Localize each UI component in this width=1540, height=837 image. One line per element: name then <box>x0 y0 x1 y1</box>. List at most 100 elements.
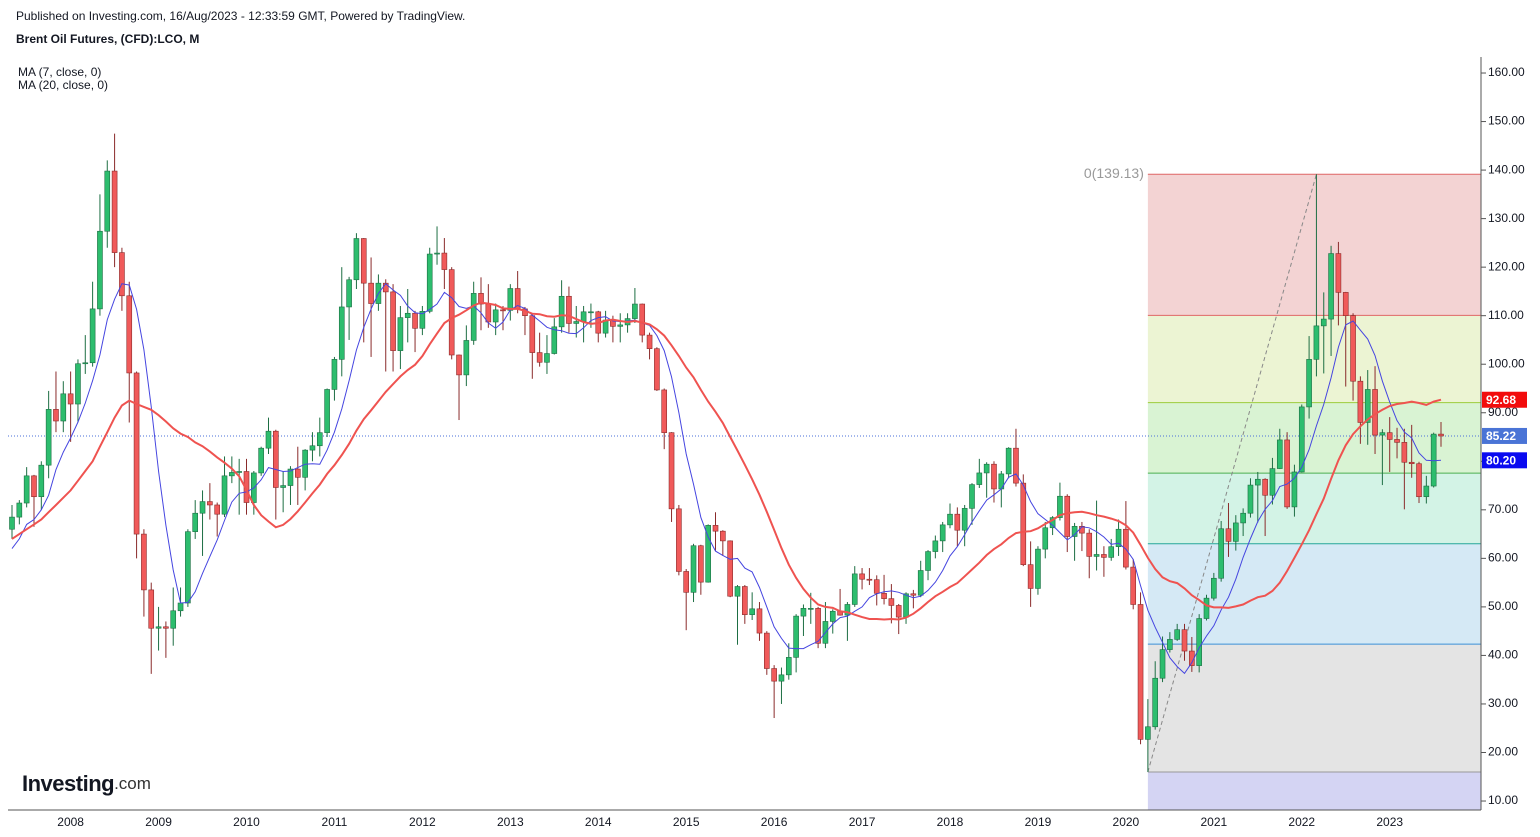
candle-body <box>983 463 990 474</box>
candle-body <box>155 626 162 629</box>
candle-body <box>485 303 492 323</box>
candle-body <box>1123 528 1129 568</box>
candle-body <box>16 502 23 518</box>
candle-body <box>1416 463 1422 498</box>
candle-body <box>800 608 807 617</box>
candle-body <box>404 312 411 318</box>
candle-body <box>23 475 30 504</box>
candle-body <box>1115 528 1122 548</box>
candle-body <box>947 513 953 526</box>
candle-body <box>1386 432 1393 440</box>
candle-body <box>705 525 711 583</box>
y-tick-label: 140.00 <box>1488 162 1525 176</box>
x-tick-label: 2018 <box>937 815 964 829</box>
candle-body <box>192 512 199 532</box>
candle-body <box>1291 471 1298 508</box>
candle-body <box>939 524 946 542</box>
y-tick-label: 70.00 <box>1488 502 1518 516</box>
y-tick-label: 20.00 <box>1488 745 1518 759</box>
candle-body <box>1350 315 1356 382</box>
candle-body <box>1320 318 1327 327</box>
candle-body <box>507 288 514 311</box>
candle-body <box>588 311 594 314</box>
candle-body <box>566 295 572 324</box>
candle-body <box>412 312 418 329</box>
fib-label: 0(139.13) <box>1084 165 1144 181</box>
candle-body <box>1093 554 1100 557</box>
candle-body <box>1254 478 1261 486</box>
candle-body <box>1240 512 1246 524</box>
candle-body <box>851 573 858 605</box>
x-tick-label: 2009 <box>145 815 172 829</box>
x-tick-label: 2022 <box>1288 815 1315 829</box>
candle-body <box>1357 380 1364 423</box>
y-tick-label: 120.00 <box>1488 259 1525 273</box>
candle-body <box>727 540 733 597</box>
candle-body <box>390 291 396 351</box>
candle-body <box>67 393 74 405</box>
candle-body <box>492 309 499 323</box>
candle-body <box>280 485 286 488</box>
logo-main: Investing <box>22 771 114 796</box>
candle-body <box>368 282 374 304</box>
candle-body <box>338 306 345 360</box>
candle-body <box>177 602 184 612</box>
candle-body <box>1042 527 1049 550</box>
price-label: 85.22 <box>1486 429 1516 443</box>
plot-area: 0(139.13) <box>8 133 1481 810</box>
candle-body <box>976 472 983 485</box>
candle-body <box>1130 566 1137 605</box>
candle-body <box>903 593 909 618</box>
candle-body <box>1020 482 1027 565</box>
candle-body <box>1181 629 1188 652</box>
candle-body <box>895 605 902 618</box>
candle-body <box>185 531 191 604</box>
x-tick-label: 2017 <box>849 815 876 829</box>
candle-body <box>214 504 220 515</box>
candle-body <box>1342 292 1349 316</box>
candle-body <box>910 593 917 596</box>
fib-trend <box>1147 174 1317 773</box>
candle-body <box>273 430 279 488</box>
candle-body <box>89 308 96 364</box>
candle-body <box>873 579 880 594</box>
candle-body <box>1364 389 1371 423</box>
candle-body <box>961 508 968 531</box>
candle-body <box>1284 439 1290 508</box>
candle-body <box>646 334 653 349</box>
candle-body <box>448 269 455 356</box>
candle-body <box>1328 253 1334 320</box>
candle-body <box>749 608 755 615</box>
candle-body <box>426 253 433 312</box>
candle-body <box>580 311 587 322</box>
y-tick-label: 50.00 <box>1488 599 1518 613</box>
candle-body <box>785 657 792 676</box>
candle-body <box>456 354 462 376</box>
candle-body <box>236 471 242 473</box>
candle-body <box>881 592 887 599</box>
candle-body <box>676 508 682 572</box>
candle-body <box>954 513 961 531</box>
candle-body <box>434 252 440 255</box>
candle-body <box>617 324 624 327</box>
candle-body <box>1313 325 1320 360</box>
ma7-last-label-bg <box>1482 452 1527 469</box>
candle-body <box>31 475 37 498</box>
candle-body <box>551 326 558 354</box>
candle-body <box>1159 649 1166 679</box>
x-tick-label: 2010 <box>233 815 260 829</box>
candle-body <box>1013 447 1019 484</box>
candle-body <box>82 362 89 365</box>
candle-body <box>756 608 763 634</box>
y-tick-label: 110.00 <box>1488 308 1524 322</box>
candle-body <box>500 309 506 312</box>
candle-body <box>844 604 851 616</box>
candle-body <box>1394 439 1400 443</box>
candle-body <box>1027 564 1034 589</box>
ma20-last-label-bg <box>1482 391 1527 408</box>
y-tick-label: 40.00 <box>1488 648 1518 662</box>
y-tick-label: 60.00 <box>1488 551 1518 565</box>
candle-body <box>1174 629 1180 640</box>
candle-body <box>917 570 924 596</box>
